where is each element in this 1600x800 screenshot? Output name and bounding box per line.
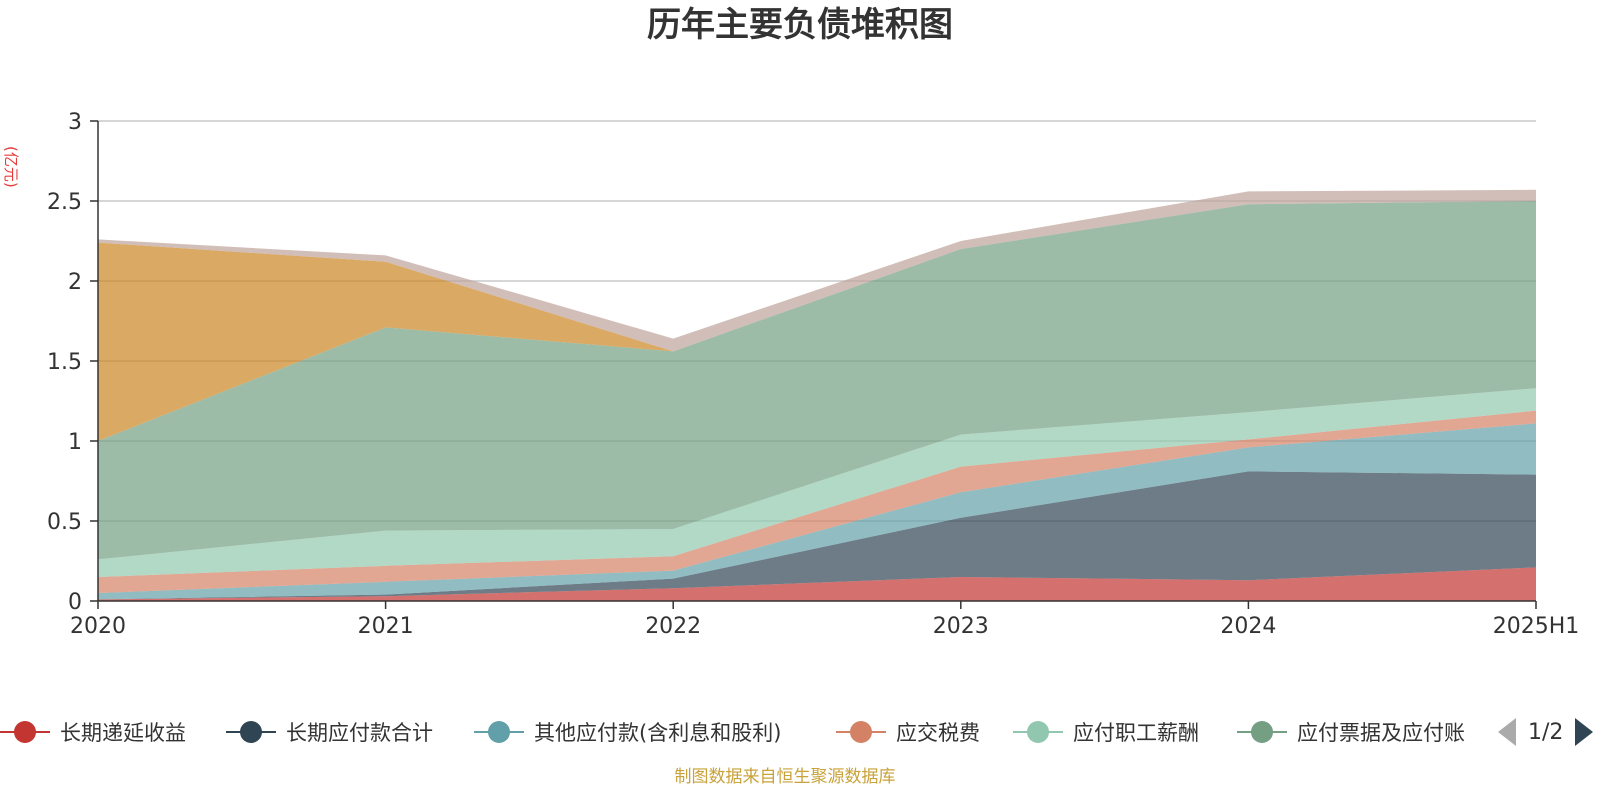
y-tick-label-4: 2 — [68, 270, 82, 295]
area-series-2 — [98, 423, 1536, 600]
legend-pager: 1/2 — [1498, 712, 1594, 752]
chart-legend: 长期递延收益 长期应付款合计 其他应付款(含利息和股利) 应交税费 应付职工薪酬 应付票据… — [0, 712, 1600, 752]
area-series-0 — [98, 567, 1536, 601]
legend-item-4[interactable]: 应付职工薪酬 — [1013, 712, 1199, 752]
area-series-6 — [98, 201, 1536, 441]
legend-item-1[interactable]: 长期应付款合计 — [226, 712, 433, 752]
tick-labels: 0 0.5 1 1.5 2 2.5 3 2020 2021 2022 2023 2024 2025H1 — [47, 110, 1579, 639]
legend-marker-icon — [1237, 720, 1287, 744]
legend-marker-icon — [836, 720, 886, 744]
y-tick-label-5: 2.5 — [47, 190, 82, 215]
x-tick-label-3: 2023 — [933, 614, 989, 639]
legend-label: 其他应付款(含利息和股利) — [534, 721, 782, 745]
legend-label: 应付职工薪酬 — [1073, 721, 1199, 745]
y-tick-label-1: 0.5 — [47, 510, 82, 535]
x-tick-label-0: 2020 — [70, 614, 126, 639]
legend-item-2[interactable]: 其他应付款(含利息和股利) — [474, 712, 781, 752]
legend-label: 长期递延收益 — [60, 721, 186, 745]
legend-next-page-icon[interactable] — [1575, 718, 1594, 746]
legend-marker-icon — [226, 720, 276, 744]
area-series-4 — [98, 388, 1536, 577]
legend-label: 长期应付款合计 — [286, 721, 433, 745]
legend-label: 应付票据及应付账 — [1297, 721, 1465, 745]
area-series — [98, 189, 1536, 601]
legend-item-0[interactable]: 长期递延收益 — [0, 712, 186, 752]
y-tick-label-6: 3 — [68, 110, 82, 135]
x-tick-label-1: 2021 — [358, 614, 414, 639]
stacked-area-chart: 0 0.5 1 1.5 2 2.5 3 2020 2021 2022 2023 2024 2025H1 — [47, 110, 1579, 639]
legend-item-3[interactable]: 应交税费 — [836, 712, 980, 752]
legend-item-5[interactable]: 应付票据及应付账 — [1237, 712, 1465, 752]
y-tick-label-0: 0 — [68, 590, 82, 615]
legend-page-indicator: 1/2 — [1528, 719, 1564, 745]
axes — [90, 120, 1537, 609]
legend-prev-page-icon[interactable] — [1498, 718, 1516, 746]
legend-marker-icon — [1013, 720, 1063, 744]
legend-label: 应交税费 — [896, 721, 980, 745]
source-note: 制图数据来自恒生聚源数据库 — [674, 767, 896, 787]
legend-marker-icon — [0, 720, 50, 744]
y-tick-label-2: 1 — [68, 430, 82, 455]
x-tick-label-4: 2024 — [1220, 614, 1276, 639]
chart-title: 历年主要负债堆积图 — [647, 5, 953, 45]
y-tick-label-3: 1.5 — [47, 350, 82, 375]
x-tick-label-5: 2025H1 — [1493, 614, 1580, 639]
area-series-1 — [98, 471, 1536, 600]
area-series-3 — [98, 410, 1536, 593]
area-series-5 — [98, 201, 1536, 560]
legend-marker-icon — [474, 720, 524, 744]
x-tick-label-2: 2022 — [645, 614, 701, 639]
